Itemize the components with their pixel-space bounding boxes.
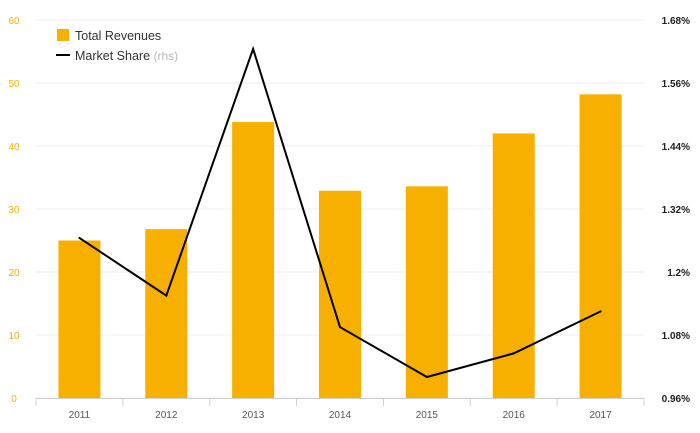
x-tick-label: 2011 (69, 410, 91, 421)
y-left-tick-label: 10 (8, 331, 20, 342)
bar-2011 (58, 240, 101, 398)
market-share-point-2012 (165, 294, 168, 297)
market-share-point-2011 (78, 236, 81, 239)
y-axis-right: 0.96% 1.08% 1.2% 1.32% 1.44% 1.56% 1.68% (662, 16, 690, 405)
legend-label-total-revenues: Total Revenues (75, 29, 161, 43)
y-left-tick-label: 20 (8, 268, 20, 279)
x-axis: 2011 2012 2013 2014 2015 2016 2017 (35, 398, 645, 421)
y-left-tick-label: 50 (8, 79, 20, 90)
revenue-bars (58, 94, 622, 398)
legend-label-market-share-suffix: (rhs) (154, 49, 179, 63)
market-share-point-2016 (512, 352, 515, 355)
x-tick-label: 2015 (416, 410, 439, 421)
bar-2014 (319, 190, 361, 398)
y-left-tick-label: 40 (8, 142, 20, 153)
y-right-tick-label: 1.44% (662, 142, 690, 153)
legend-swatch-total-revenues (57, 29, 69, 41)
x-tick-label: 2013 (242, 410, 265, 421)
y-right-tick-label: 1.68% (662, 16, 690, 27)
market-share-point-2017 (599, 310, 602, 313)
x-tick-label: 2014 (329, 410, 352, 421)
y-right-tick-label: 1.56% (662, 79, 690, 90)
market-share-line (78, 45, 602, 379)
legend-label-market-share: Market Share (rhs) (75, 49, 178, 63)
market-share-point-2013 (252, 47, 255, 50)
y-left-tick-label: 0 (11, 394, 17, 405)
x-tick-label: 2012 (155, 410, 178, 421)
y-left-tick-label: 30 (8, 205, 20, 216)
x-tick-label: 2017 (589, 410, 612, 421)
y-right-tick-label: 1.32% (662, 205, 690, 216)
legend: Total Revenues Market Share (rhs) (56, 29, 178, 63)
y-right-tick-label: 0.96% (662, 394, 690, 405)
y-axis-left: 0 10 20 30 40 50 60 (8, 16, 20, 405)
market-share-point-2015 (425, 376, 428, 378)
market-share-point-2014 (339, 326, 341, 329)
legend-label-market-share-name: Market Share (75, 49, 150, 63)
y-left-tick-label: 60 (8, 16, 20, 27)
y-right-tick-label: 1.08% (662, 331, 690, 342)
bar-2015 (405, 186, 448, 398)
bar-2013 (232, 122, 275, 398)
y-right-tick-label: 1.2% (667, 268, 690, 279)
bar-2017 (579, 94, 622, 398)
x-tick-label: 2016 (503, 410, 526, 421)
